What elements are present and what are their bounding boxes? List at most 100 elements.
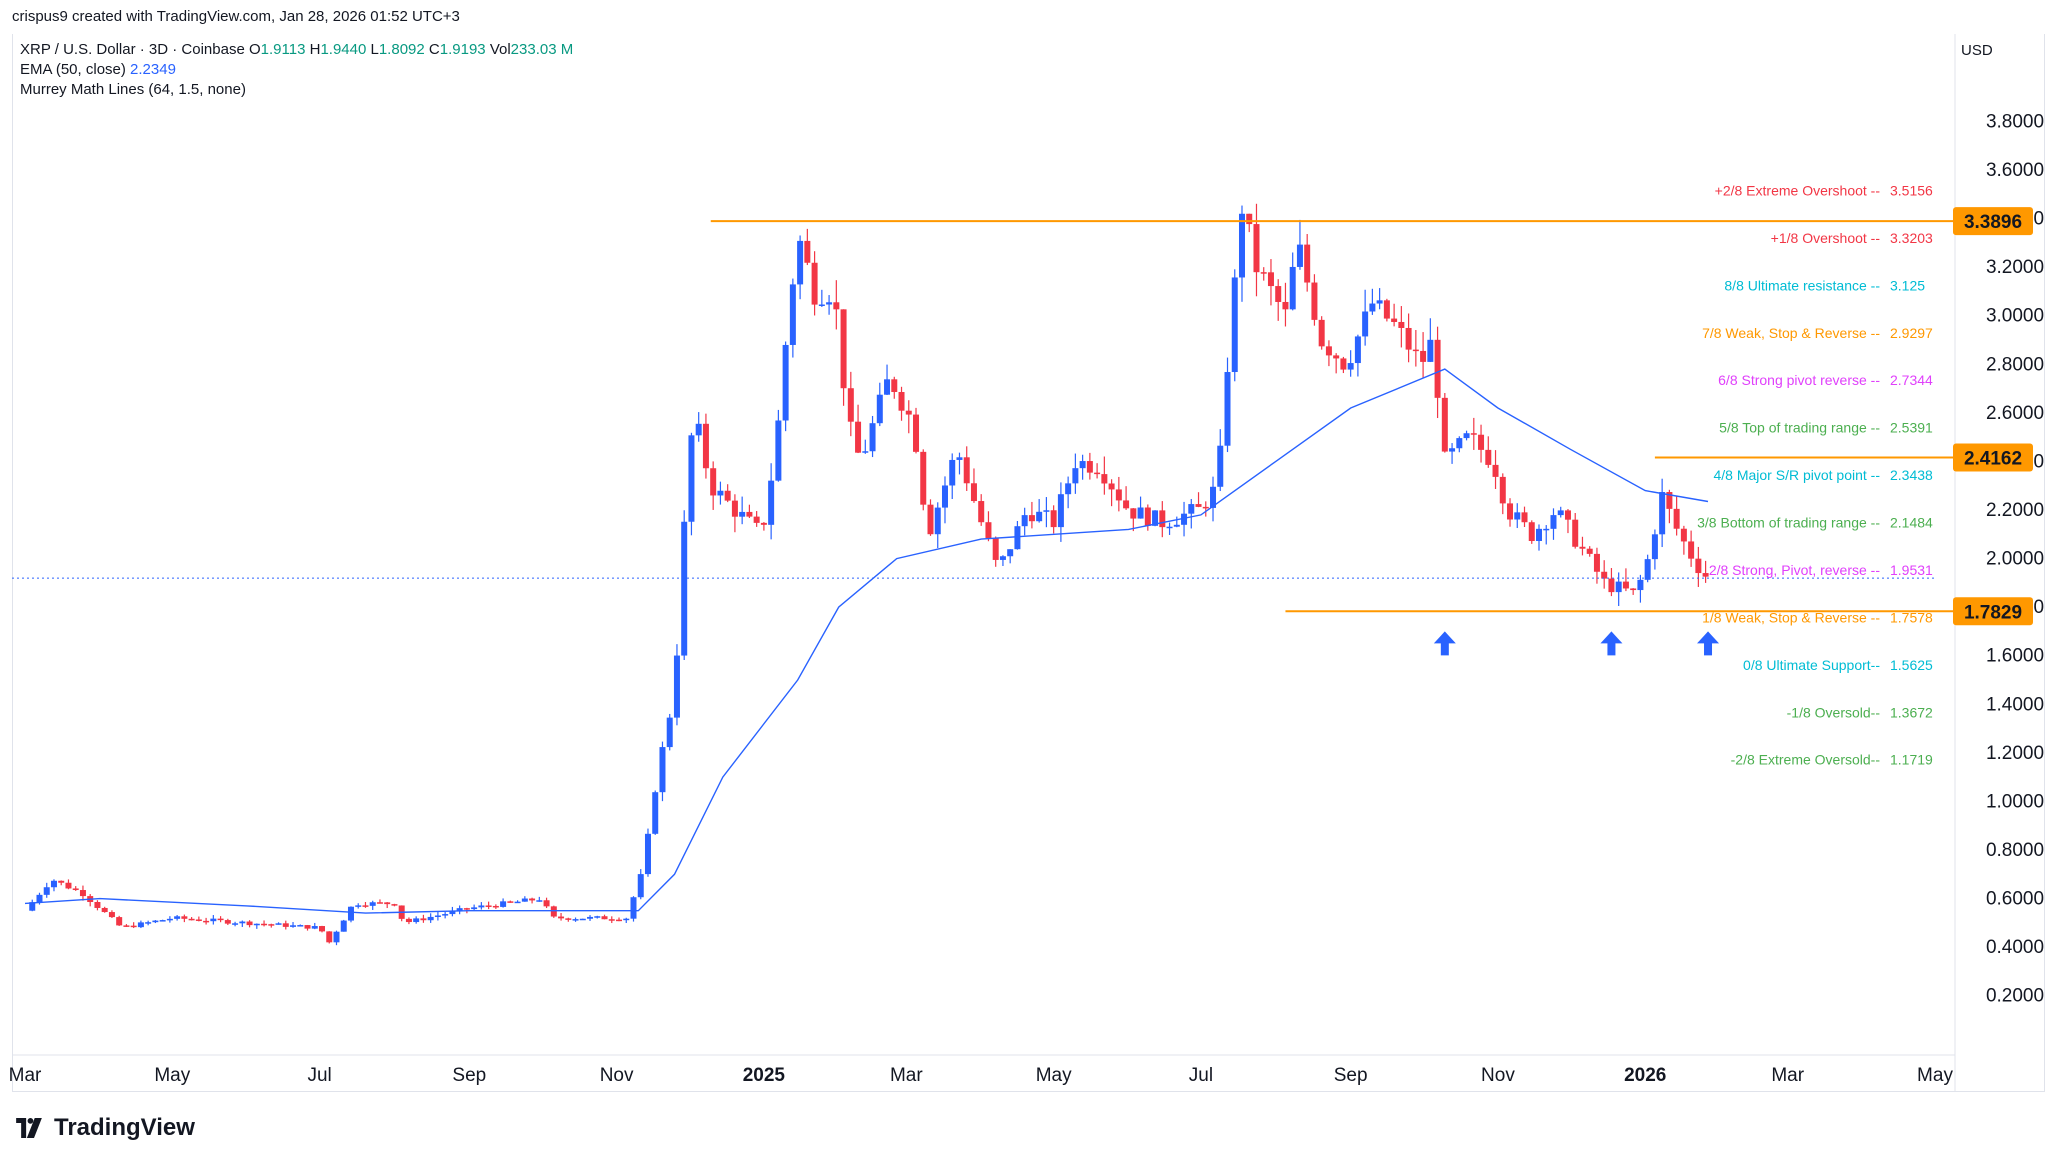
candle-down: [420, 918, 427, 921]
candle-down: [1485, 449, 1492, 465]
candle-down: [304, 925, 311, 929]
candle-down: [1304, 244, 1311, 283]
murrey-line-label: 0/8 Ultimate Support-- 1.5625: [1743, 657, 1933, 673]
candle-down: [1159, 510, 1166, 528]
candle-up: [514, 901, 521, 904]
price-level-label: 3.3896: [1953, 207, 2033, 236]
candle-down: [507, 901, 514, 903]
candle-down: [1564, 510, 1571, 520]
candle-down: [927, 504, 934, 535]
candle-up: [1543, 528, 1550, 531]
candle-down: [963, 457, 970, 484]
candle-up: [587, 916, 594, 919]
candle-up: [1644, 559, 1651, 580]
murrey-line-name: -2/8 Extreme Oversold--: [1731, 752, 1881, 768]
price-level-badge: [1953, 443, 2033, 472]
murrey-line-label: 4/8 Major S/R pivot point -- 2.3438: [1713, 467, 1933, 483]
candle-down: [1383, 300, 1390, 319]
candle-up: [1217, 445, 1224, 487]
low-value: 1.8092: [378, 41, 425, 58]
price-level-label: 1.7829: [1953, 597, 2033, 626]
candle-down: [1144, 507, 1151, 526]
candle-up: [36, 894, 43, 903]
candle-down: [319, 926, 326, 932]
candle-down: [1528, 522, 1535, 542]
candle-up: [137, 922, 144, 928]
candle-down: [992, 538, 999, 560]
candle-down: [616, 919, 623, 922]
ohlc-row: XRP / U.S. Dollar · 3D · Coinbase O1.911…: [20, 40, 573, 60]
tradingview-logo[interactable]: TradingView: [12, 1114, 195, 1142]
candle-down: [1622, 581, 1629, 589]
price-level-label: 2.4162: [1953, 443, 2033, 472]
candle-down: [1130, 508, 1137, 519]
murrey-line-value: 2.7344: [1890, 372, 1933, 388]
candle-down: [188, 918, 195, 921]
y-tick-label: 1.0000: [1986, 791, 2044, 812]
murrey-line-label: +2/8 Extreme Overshoot -- 3.5156: [1715, 182, 1933, 198]
x-tick-label: Jul: [307, 1065, 331, 1086]
candle-up: [1238, 213, 1245, 278]
low-label: L: [370, 41, 379, 58]
candle-down: [72, 888, 79, 891]
candle-up: [797, 240, 804, 285]
candle-down: [898, 392, 905, 411]
candle-down: [391, 904, 398, 906]
candle-down: [1499, 476, 1506, 504]
candle-down: [920, 451, 927, 505]
murrey-line-name: 2/8 Strong, Pivot, reverse --: [1709, 562, 1881, 578]
candle-up: [1376, 300, 1383, 304]
candle-down: [978, 501, 985, 523]
candle-down: [268, 924, 275, 926]
candle-down: [565, 918, 572, 920]
candle-up: [666, 717, 673, 748]
candle-up: [1463, 433, 1470, 439]
high-value: 1.9440: [320, 41, 367, 58]
y-tick-label: 3.2000: [1986, 257, 2044, 278]
candle-up: [789, 284, 796, 345]
candle-down: [1115, 489, 1122, 501]
candle-up: [333, 931, 340, 943]
open-label: O: [248, 41, 261, 58]
candle-up: [1651, 534, 1658, 560]
candle-down: [1101, 474, 1108, 484]
candle-up: [500, 901, 507, 907]
murrey-line-label: -2/8 Extreme Oversold-- 1.1719: [1731, 752, 1933, 768]
currency-button[interactable]: USD: [1961, 42, 1993, 59]
candle-down: [1695, 558, 1702, 574]
candle-up: [166, 918, 173, 921]
murrey-line-name: 1/8 Weak, Stop & Reverse --: [1702, 609, 1880, 625]
candle-up: [355, 905, 362, 907]
candle-up: [1014, 526, 1021, 550]
candle-down: [550, 906, 557, 917]
candle-down: [1260, 272, 1267, 274]
candle-down: [1094, 472, 1101, 475]
tradingview-logo-icon: [16, 1118, 42, 1138]
candle-down: [731, 500, 738, 517]
murrey-line-name: 4/8 Major S/R pivot point --: [1713, 467, 1880, 483]
x-tick-label: Mar: [890, 1065, 923, 1086]
candle-up: [695, 423, 702, 436]
candle-up: [775, 420, 782, 481]
ema-row[interactable]: EMA (50, close) 2.2349: [20, 60, 573, 80]
symbol-name[interactable]: XRP / U.S. Dollar · 3D · Coinbase: [20, 41, 245, 58]
price-level-badge: [1953, 597, 2033, 626]
murrey-line-label: 6/8 Strong pivot reverse -- 2.7344: [1718, 372, 1933, 388]
candle-up: [1043, 510, 1050, 512]
candle-up: [630, 897, 637, 919]
candle-up: [1224, 372, 1231, 446]
murrey-line-label: 3/8 Bottom of trading range -- 2.1484: [1697, 515, 1933, 531]
murrey-line-value: 2.3438: [1890, 467, 1933, 483]
candle-up: [1036, 511, 1043, 522]
candle-down: [1673, 508, 1680, 529]
candle-up: [659, 747, 666, 793]
candle-down: [1507, 503, 1514, 520]
candle-up: [174, 916, 181, 919]
candle-down: [1398, 321, 1405, 328]
ema-label: EMA (50, close): [20, 61, 126, 78]
murrey-row[interactable]: Murrey Math Lines (64, 1.5, none): [20, 80, 573, 100]
candle-down: [710, 468, 717, 496]
candle-down: [985, 522, 992, 539]
murrey-line-value: 2.9297: [1890, 325, 1933, 341]
